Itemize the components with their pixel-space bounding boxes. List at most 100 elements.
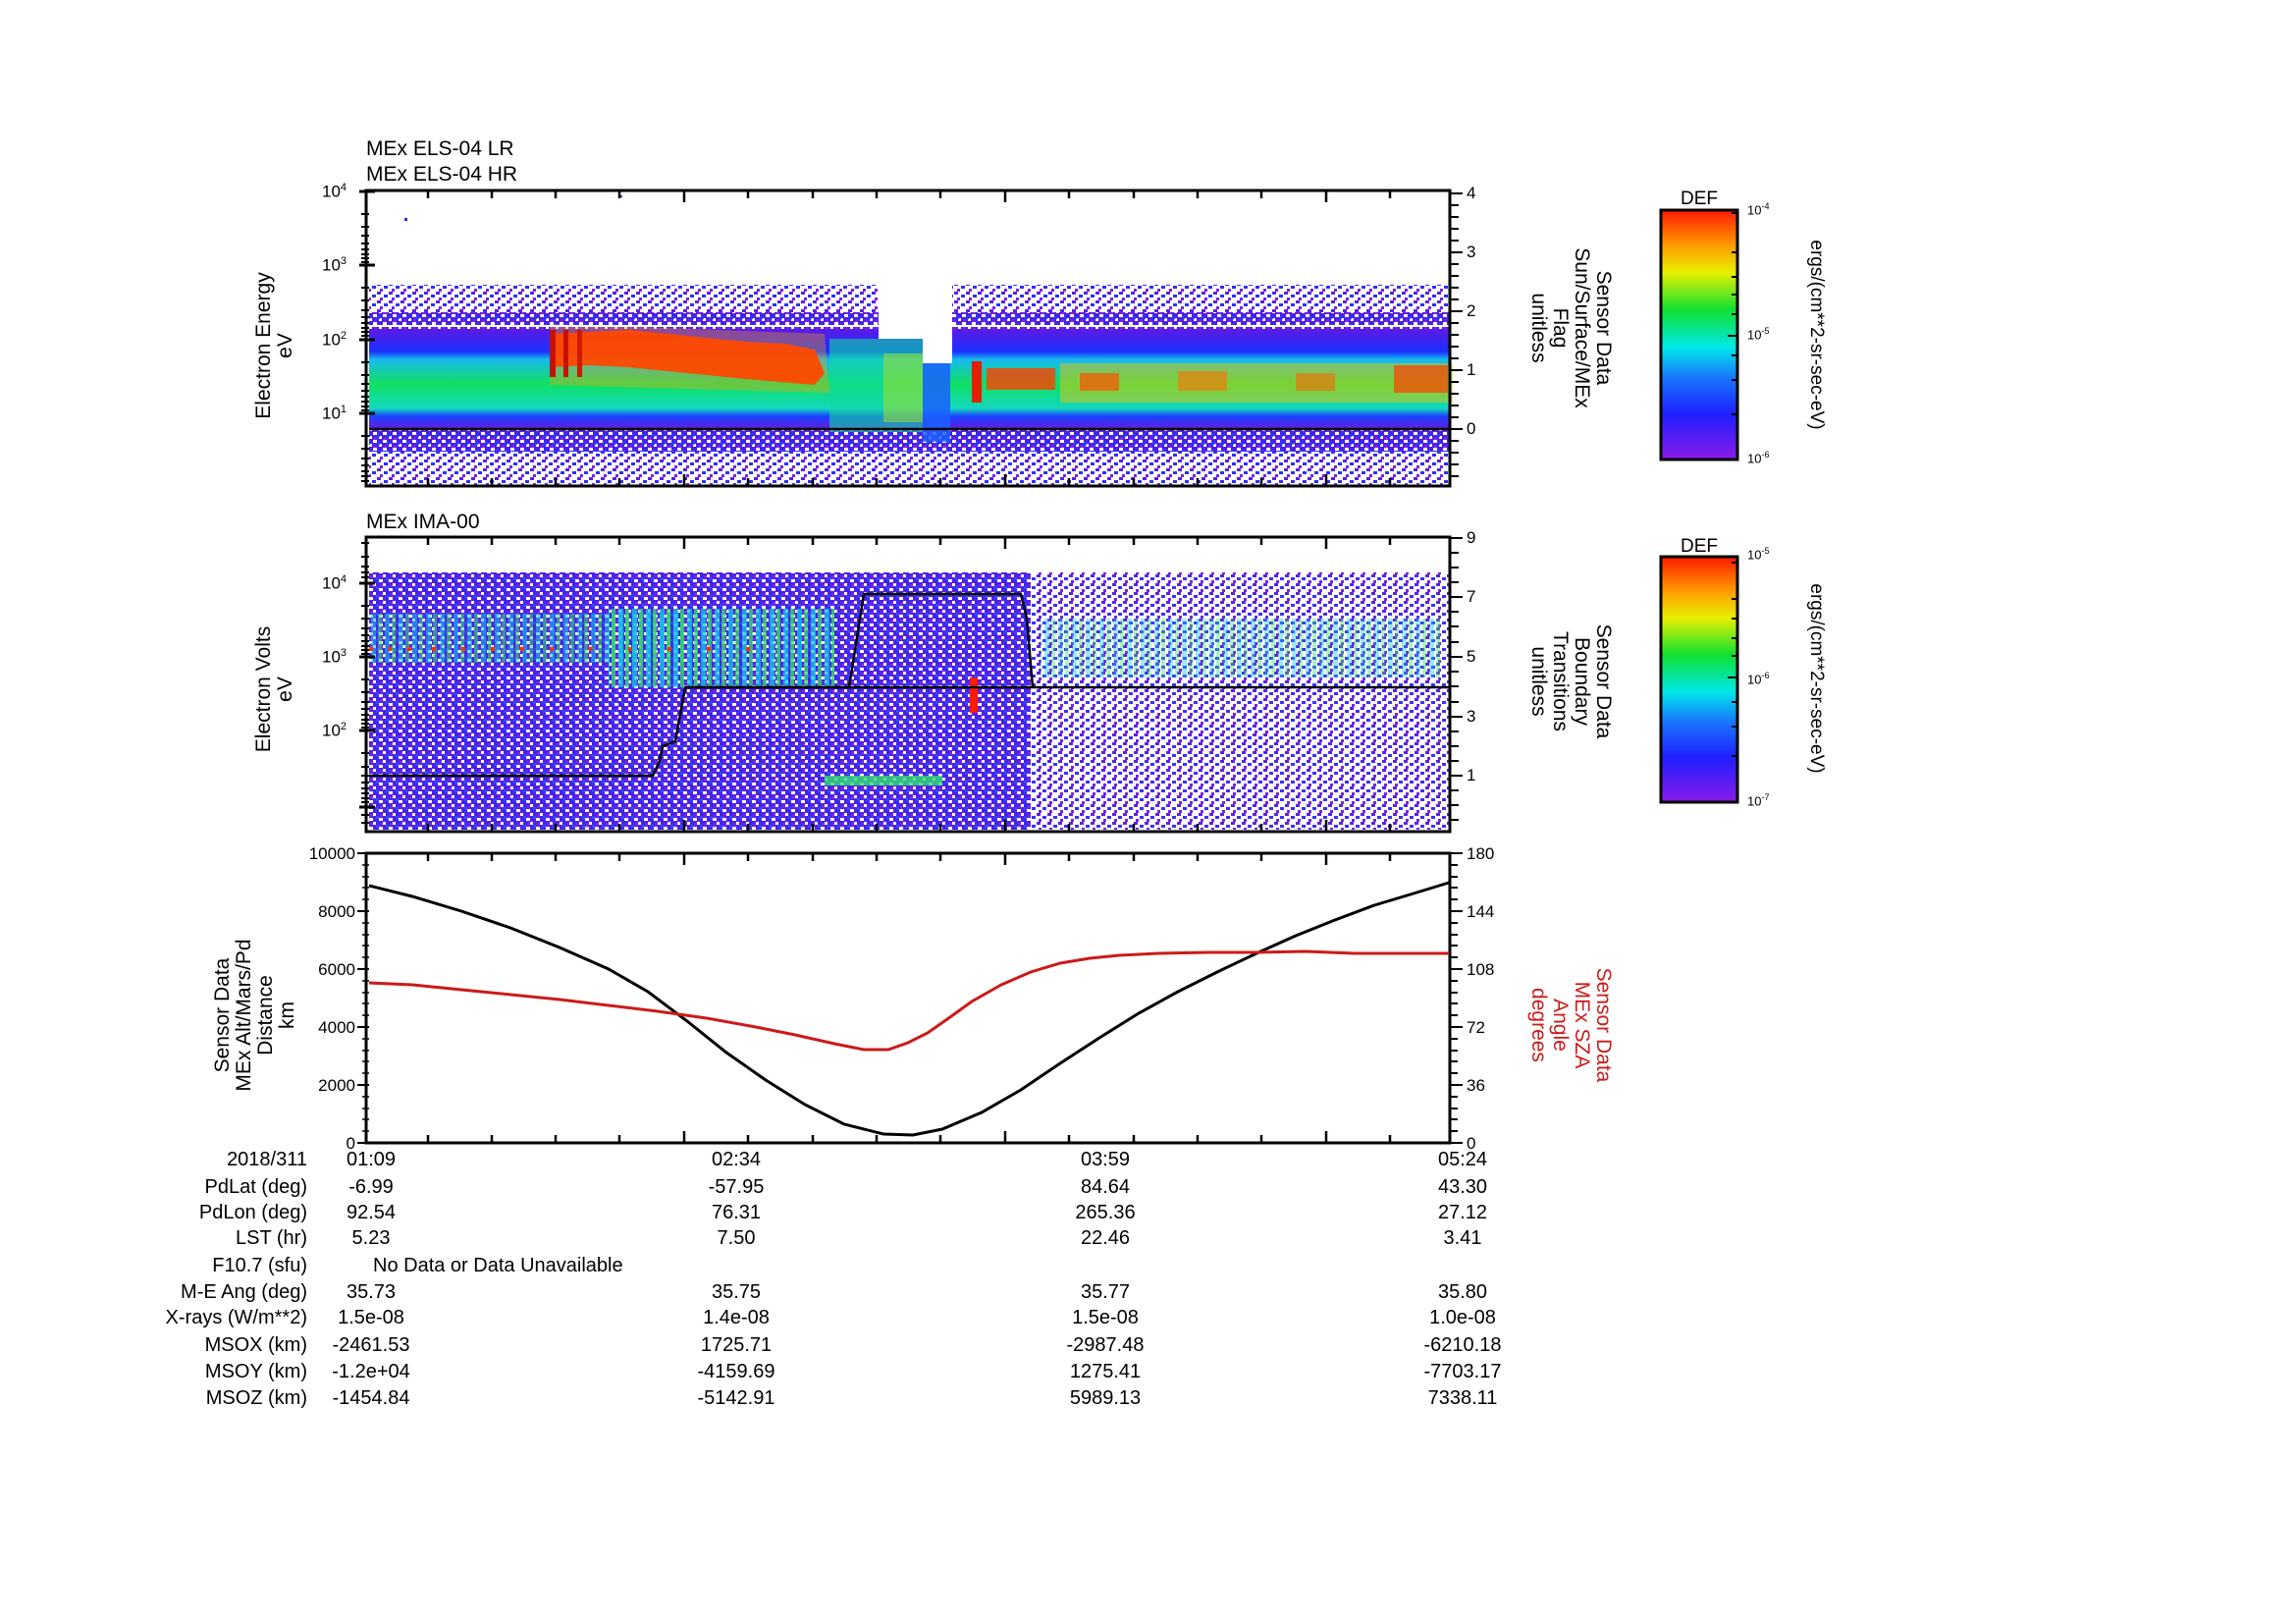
row-value: 7338.11 [1427,1387,1498,1409]
orbit-ytick: 2000 [318,1076,355,1095]
row-value: -2987.48 [1066,1334,1145,1356]
orbit-right-ytick: 72 [1467,1018,1485,1037]
ima-right-ytick: 3 [1467,707,1476,726]
time-label: 05:24 [1437,1149,1488,1170]
els-right-ticks [1450,192,1463,477]
orbit-left-minor-ticks [362,864,369,1132]
orbit-ytick: 10000 [308,844,355,863]
orbit-right-ticks [1450,852,1463,1144]
row-value: 7.50 [717,1227,756,1249]
els-ytick: 104 [322,182,347,201]
ima-colorbar-title: DEF [1681,536,1718,557]
row-value: -4159.69 [697,1361,775,1382]
orbit-right-ytick: 180 [1467,844,1495,863]
row-label: PdLat (deg) [204,1176,307,1198]
ima-time-ticks [426,537,1392,832]
els-colorbar-tick: 10-5 [1747,326,1770,343]
ima-colorbar-tick: 10-7 [1747,792,1770,809]
row-value: 35.80 [1437,1281,1488,1303]
els-right-ytick: 0 [1467,419,1476,438]
row-value: 35.73 [346,1281,397,1303]
row-label: PdLon (deg) [198,1202,307,1223]
ima-right-ylabel: Sensor Data Boundary Transitions unitless [1527,623,1615,739]
row-value: -7703.17 [1423,1361,1502,1382]
els-ytick: 103 [322,255,347,275]
row-value: 5989.13 [1069,1387,1142,1409]
orbit-ytick: 8000 [318,902,355,921]
row-value: 22.46 [1080,1227,1131,1249]
orbit-right-ytick: 0 [1467,1134,1476,1153]
time-label: 03:59 [1080,1149,1131,1170]
row-value: -57.95 [708,1176,765,1198]
ima-right-ticks [1450,537,1463,821]
els-left-minor-ticks [361,213,369,482]
row-label: MSOX (km) [204,1334,307,1356]
row-value: -6210.18 [1423,1334,1502,1356]
ima-right-ytick: 5 [1467,647,1476,666]
ima-title: MEx IMA-00 [366,511,480,533]
orbit-right-ylabel: Sensor Data MEx SZA Angle degrees [1527,967,1615,1083]
row-value: 3.41 [1443,1227,1482,1249]
row-value: 1.5e-08 [338,1307,404,1328]
els-colorbar-tick: 10-6 [1747,450,1770,466]
els-time-ticks [426,190,1392,486]
row-label: F10.7 (sfu) [212,1255,307,1276]
row-label: LST (hr) [236,1227,307,1249]
no-data-note: No Data or Data Unavailable [373,1255,623,1276]
row-value: 27.12 [1437,1202,1488,1223]
els-title-lr: MEx ELS-04 LR [366,137,514,160]
row-value: 1.0e-08 [1429,1307,1496,1328]
els-data [369,195,1453,485]
row-value: 1.4e-08 [703,1307,770,1328]
row-value: -2461.53 [332,1334,410,1356]
row-label: X-rays (W/m**2) [165,1307,307,1328]
row-value: 35.77 [1080,1281,1131,1303]
row-value: 1.5e-08 [1072,1307,1139,1328]
ima-ylabel: Electron Volts eV [252,625,296,753]
els-ytick: 102 [322,330,347,350]
orbit-left-ticks [357,852,369,1144]
row-value: 43.30 [1437,1176,1488,1198]
orbit-time-ticks [426,853,1392,1143]
els-ylabel: Electron Energy eV [252,272,296,419]
row-value: 35.75 [711,1281,762,1303]
ima-left-ticks [359,581,375,809]
row-value: -1.2e+04 [332,1361,410,1382]
orbit-frame [364,851,1452,1145]
ima-left-minor-ticks [361,542,369,824]
row-value: 92.54 [346,1202,397,1223]
orbit-ytick: 4000 [318,1018,355,1037]
row-value: -6.99 [348,1176,394,1198]
ima-colorbar [1659,555,1739,804]
row-label: M-E Ang (deg) [181,1281,307,1303]
orbit-right-ytick: 108 [1467,960,1495,979]
els-colorbar-units: ergs/(cm**2-sr-sec-eV) [1806,240,1827,430]
row-label: MSOZ (km) [205,1387,307,1409]
els-colorbar-title: DEF [1681,189,1718,209]
orbit-ytick: 0 [346,1134,355,1153]
els-title-hr: MEx ELS-04 HR [366,163,518,186]
els-colorbar [1659,208,1739,461]
row-label: MSOY (km) [204,1361,307,1382]
ima-ytick: 102 [322,721,347,740]
ima-colorbar-tick: 10-5 [1747,546,1770,563]
ima-data [369,572,1449,830]
els-left-ticks [359,189,375,415]
els-right-ylabel: Sensor Data Sun/Surface/MEx Flag unitless [1527,247,1615,408]
ima-ytick: 104 [322,573,347,593]
row-value: 84.64 [1080,1176,1131,1198]
sza-line [368,949,1449,1052]
row-value: 265.36 [1075,1202,1136,1223]
ima-right-ytick: 1 [1467,766,1476,784]
row-value: 76.31 [711,1202,762,1223]
ima-right-ytick: 7 [1467,587,1476,606]
ima-ytick: 103 [322,647,347,667]
els-right-ytick: 4 [1467,184,1476,202]
ima-frame [364,535,1452,834]
orbit-ytick: 6000 [318,960,355,979]
els-colorbar-tick: 10-4 [1747,201,1770,218]
ima-colorbar-units: ergs/(cm**2-sr-sec-eV) [1806,583,1827,774]
row-value: -5142.91 [697,1387,775,1409]
orbit-right-ytick: 144 [1467,902,1495,921]
